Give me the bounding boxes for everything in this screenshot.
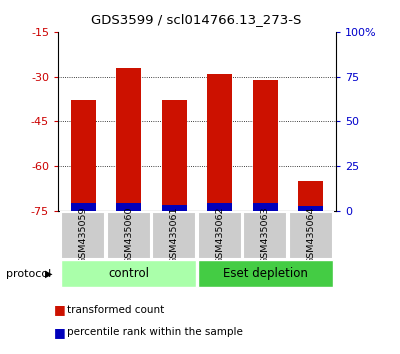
Text: GSM435061: GSM435061 bbox=[170, 206, 179, 264]
Bar bbox=[207, 74, 232, 211]
Bar bbox=[162, 205, 187, 211]
Bar bbox=[253, 80, 278, 211]
Bar bbox=[70, 101, 96, 211]
Bar bbox=[162, 101, 187, 211]
Bar bbox=[70, 203, 96, 211]
Bar bbox=[253, 203, 278, 211]
Bar bbox=[244, 212, 287, 259]
Text: GSM435062: GSM435062 bbox=[215, 206, 224, 264]
Bar bbox=[207, 203, 232, 211]
Bar bbox=[61, 212, 105, 259]
Text: ▶: ▶ bbox=[46, 269, 53, 279]
Text: GSM435064: GSM435064 bbox=[306, 206, 316, 264]
Text: percentile rank within the sample: percentile rank within the sample bbox=[67, 327, 243, 337]
Text: control: control bbox=[108, 267, 149, 280]
Text: protocol: protocol bbox=[6, 269, 51, 279]
Text: ■: ■ bbox=[54, 326, 66, 338]
Bar bbox=[116, 203, 141, 211]
Text: GSM435059: GSM435059 bbox=[78, 206, 88, 264]
Text: GSM435063: GSM435063 bbox=[261, 206, 270, 264]
Text: ■: ■ bbox=[54, 303, 66, 316]
Bar bbox=[298, 181, 324, 211]
Bar bbox=[107, 212, 150, 259]
Text: transformed count: transformed count bbox=[67, 305, 164, 315]
Bar bbox=[289, 212, 333, 259]
Bar bbox=[152, 212, 196, 259]
Bar bbox=[198, 212, 242, 259]
Bar bbox=[198, 260, 333, 287]
Bar bbox=[61, 260, 196, 287]
Text: GDS3599 / scl014766.13_273-S: GDS3599 / scl014766.13_273-S bbox=[91, 13, 301, 27]
Bar bbox=[116, 68, 141, 211]
Text: Eset depletion: Eset depletion bbox=[223, 267, 308, 280]
Text: GSM435060: GSM435060 bbox=[124, 206, 133, 264]
Bar bbox=[298, 206, 324, 211]
